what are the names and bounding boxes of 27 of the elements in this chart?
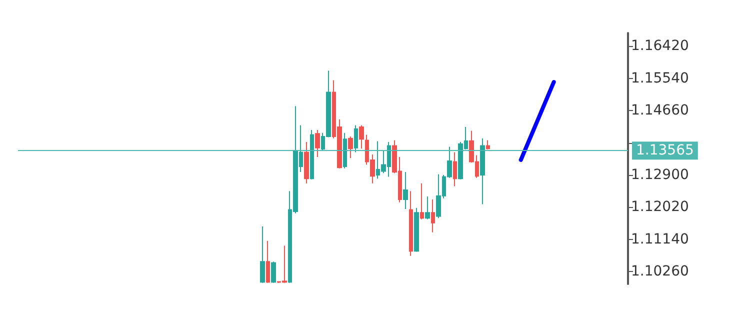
candlestick <box>260 226 265 284</box>
y-tick-label: 1.15540 <box>631 70 689 86</box>
y-tick-label: 1.10260 <box>631 264 689 280</box>
candlestick <box>486 140 490 150</box>
y-tick-label: 1.16420 <box>631 38 689 54</box>
candlestick <box>420 182 424 220</box>
candlestick <box>409 190 413 256</box>
candlestick <box>310 129 314 180</box>
y-tick-label: 1.14660 <box>631 102 689 119</box>
y-tick-label: 1.11140 <box>631 231 689 248</box>
candlestick <box>359 124 364 150</box>
candlestick <box>354 124 358 153</box>
candlestick <box>403 172 408 210</box>
candlestick <box>453 152 457 187</box>
ref-line-label: 1.13565 <box>636 142 694 159</box>
candlestick <box>343 132 347 169</box>
candlestick <box>266 240 270 284</box>
candlestick <box>425 196 430 220</box>
candlestick <box>304 142 309 184</box>
y-tick-label: 1.12020 <box>631 199 689 216</box>
candlestick <box>315 129 320 158</box>
candlestick <box>431 198 435 233</box>
candlestick <box>414 207 419 252</box>
candlestick <box>348 136 353 159</box>
y-tick-label: 1.12900 <box>631 166 689 183</box>
candlestick <box>480 138 485 205</box>
candlestick <box>271 261 276 284</box>
